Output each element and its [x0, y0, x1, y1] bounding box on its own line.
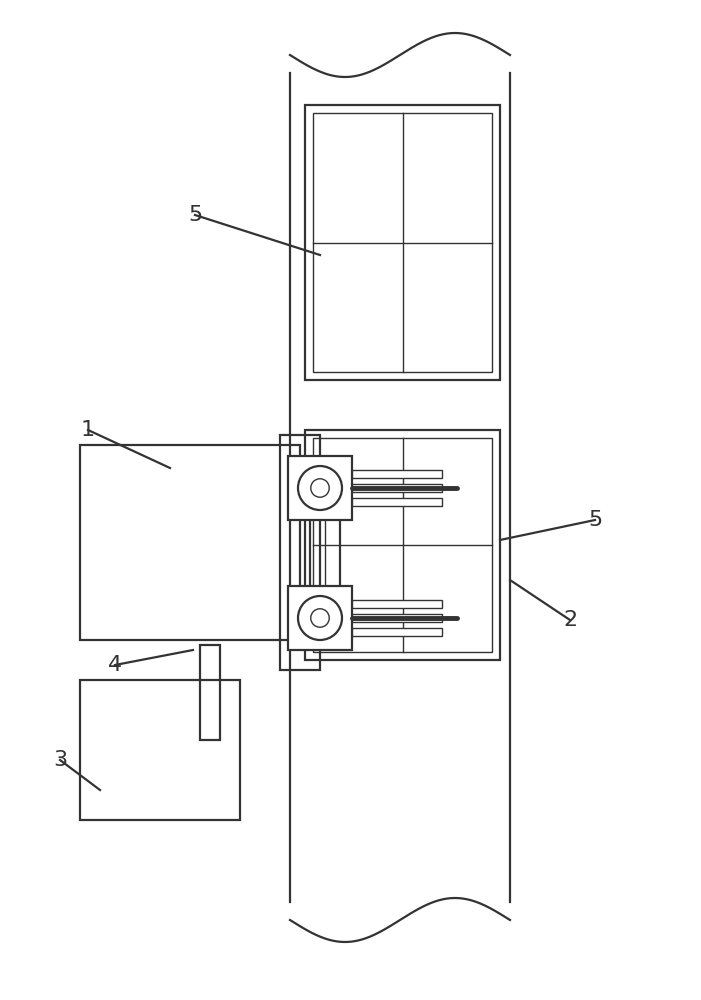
Bar	[313, 113, 492, 372]
Text: 3: 3	[53, 750, 67, 770]
Bar	[352, 600, 442, 608]
Bar	[305, 430, 500, 660]
Bar	[310, 468, 340, 648]
Bar	[352, 498, 442, 506]
Text: 5: 5	[588, 510, 602, 530]
Bar	[288, 456, 352, 520]
Bar	[305, 105, 500, 380]
Bar	[352, 484, 442, 492]
Bar	[280, 435, 320, 670]
Circle shape	[311, 609, 329, 627]
Bar	[352, 614, 442, 622]
Bar	[352, 470, 442, 478]
Text: 4: 4	[108, 655, 122, 675]
Text: 2: 2	[563, 610, 577, 630]
Bar	[80, 445, 300, 640]
Circle shape	[298, 466, 342, 510]
Circle shape	[298, 596, 342, 640]
Text: 5: 5	[188, 205, 202, 225]
Text: 1: 1	[81, 420, 95, 440]
Circle shape	[311, 479, 329, 497]
Bar	[80, 680, 240, 820]
Bar	[288, 586, 352, 650]
Bar	[352, 628, 442, 636]
Bar	[313, 438, 492, 652]
Bar	[200, 645, 220, 740]
